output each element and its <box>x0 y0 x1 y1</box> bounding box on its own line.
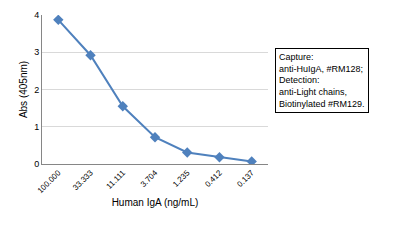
svg-text:1.235: 1.235 <box>171 168 192 189</box>
svg-text:0.412: 0.412 <box>203 168 224 189</box>
svg-text:2: 2 <box>34 85 39 95</box>
svg-text:Human IgA (ng/mL): Human IgA (ng/mL) <box>112 197 199 208</box>
svg-text:11.111: 11.111 <box>105 168 128 191</box>
svg-text:Capture:anti-HuIgA, #RM128;Det: Capture:anti-HuIgA, #RM128;Detection:ant… <box>279 52 365 109</box>
svg-text:100.000: 100.000 <box>36 168 63 195</box>
svg-text:3: 3 <box>34 47 39 57</box>
svg-text:33.333: 33.333 <box>71 168 95 192</box>
svg-text:3.704: 3.704 <box>139 168 160 189</box>
svg-text:1: 1 <box>34 122 39 132</box>
svg-text:4: 4 <box>34 10 39 20</box>
svg-text:0: 0 <box>34 159 39 169</box>
svg-text:Abs (405nm): Abs (405nm) <box>18 61 29 118</box>
svg-text:0.137: 0.137 <box>235 168 256 189</box>
